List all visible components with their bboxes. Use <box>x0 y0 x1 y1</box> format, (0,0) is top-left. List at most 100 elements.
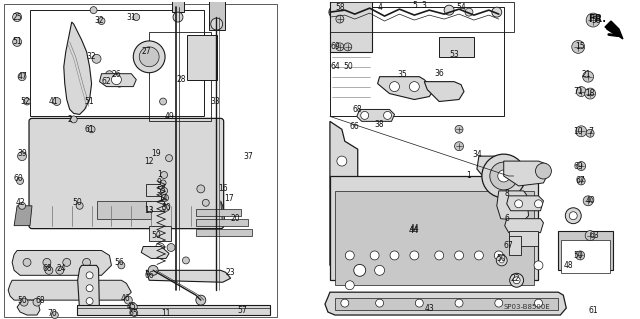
Circle shape <box>454 142 463 151</box>
Bar <box>149 226 171 241</box>
Text: 22: 22 <box>511 274 520 283</box>
Text: 28: 28 <box>176 75 186 84</box>
Text: SP03-B8500E: SP03-B8500E <box>503 304 550 310</box>
Circle shape <box>131 309 138 316</box>
Circle shape <box>20 298 28 306</box>
Text: 34: 34 <box>472 150 482 159</box>
Bar <box>561 240 610 273</box>
Polygon shape <box>507 196 543 211</box>
Text: 19: 19 <box>151 149 161 158</box>
Text: 7: 7 <box>589 127 593 136</box>
Polygon shape <box>561 233 598 249</box>
Circle shape <box>534 299 543 307</box>
Text: 69: 69 <box>573 161 583 171</box>
Circle shape <box>585 88 596 99</box>
Circle shape <box>509 273 524 287</box>
Circle shape <box>163 204 170 211</box>
Text: 32: 32 <box>87 52 97 61</box>
Circle shape <box>148 265 158 275</box>
Circle shape <box>585 231 595 241</box>
Polygon shape <box>146 270 230 282</box>
Circle shape <box>337 156 347 166</box>
Text: 4: 4 <box>377 3 382 12</box>
Circle shape <box>576 86 586 97</box>
Circle shape <box>494 251 503 260</box>
Text: 52: 52 <box>20 97 30 106</box>
Text: 42: 42 <box>15 198 25 207</box>
Text: 23: 23 <box>226 268 236 277</box>
Circle shape <box>56 266 64 274</box>
Circle shape <box>167 243 175 251</box>
Text: 26: 26 <box>111 70 121 79</box>
Text: 64: 64 <box>330 62 340 71</box>
Bar <box>196 209 241 216</box>
Text: 8: 8 <box>504 189 509 198</box>
Circle shape <box>390 82 399 92</box>
Text: 13: 13 <box>145 206 154 215</box>
Text: 40: 40 <box>585 196 595 205</box>
Circle shape <box>159 98 166 105</box>
Bar <box>330 7 504 116</box>
Text: 51: 51 <box>84 97 95 106</box>
Circle shape <box>455 299 463 307</box>
Text: 68: 68 <box>353 105 362 114</box>
Circle shape <box>336 43 344 51</box>
Circle shape <box>45 266 53 274</box>
Text: 31: 31 <box>127 12 136 22</box>
Bar <box>196 229 252 235</box>
Text: 61: 61 <box>588 306 598 315</box>
Text: 54: 54 <box>456 3 466 12</box>
Bar <box>509 231 538 246</box>
Circle shape <box>341 299 349 307</box>
Text: 49: 49 <box>164 112 174 121</box>
Circle shape <box>83 258 91 266</box>
Circle shape <box>33 298 41 306</box>
Circle shape <box>202 199 209 206</box>
Circle shape <box>410 251 419 260</box>
Circle shape <box>444 5 454 15</box>
Bar <box>172 0 184 12</box>
Text: 25: 25 <box>12 12 22 22</box>
Text: 32: 32 <box>95 16 104 25</box>
Text: 16: 16 <box>218 184 227 193</box>
Text: FR.: FR. <box>588 14 606 24</box>
Circle shape <box>173 12 183 22</box>
Circle shape <box>515 200 523 208</box>
Circle shape <box>161 172 168 178</box>
Text: 27: 27 <box>141 47 151 56</box>
Bar <box>146 201 164 211</box>
Text: 30: 30 <box>161 203 171 212</box>
Circle shape <box>490 162 518 190</box>
Text: 53: 53 <box>449 50 459 59</box>
Circle shape <box>586 13 600 27</box>
Polygon shape <box>605 21 623 39</box>
Circle shape <box>354 264 365 276</box>
Text: 68: 68 <box>35 296 45 305</box>
Circle shape <box>13 13 22 22</box>
Polygon shape <box>505 219 543 233</box>
Circle shape <box>161 194 168 201</box>
Circle shape <box>577 162 586 171</box>
Circle shape <box>132 14 140 20</box>
Text: 17: 17 <box>224 194 234 203</box>
Text: 14: 14 <box>158 194 168 203</box>
Circle shape <box>140 47 159 67</box>
Bar <box>97 201 151 219</box>
Circle shape <box>454 251 463 260</box>
Bar <box>196 219 248 226</box>
Circle shape <box>337 206 347 216</box>
Text: 63: 63 <box>589 231 599 240</box>
Bar <box>187 35 217 80</box>
Bar <box>77 305 270 315</box>
Bar <box>335 298 558 310</box>
Circle shape <box>572 41 585 53</box>
Circle shape <box>92 54 101 63</box>
Circle shape <box>51 312 58 318</box>
Circle shape <box>361 111 369 119</box>
Text: 61: 61 <box>84 125 95 134</box>
Text: 1: 1 <box>157 169 161 179</box>
Circle shape <box>106 71 113 79</box>
Circle shape <box>17 177 24 184</box>
Text: 1: 1 <box>467 172 471 181</box>
Circle shape <box>513 277 520 284</box>
